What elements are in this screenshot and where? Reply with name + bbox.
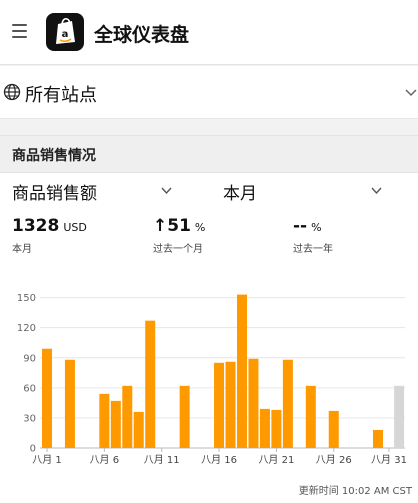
stat-last-month: ↑51% 过去一个月 bbox=[153, 216, 206, 255]
globe-icon bbox=[3, 83, 21, 101]
x-tick-label: 八月 1 bbox=[32, 454, 62, 466]
card-title: 商品销售情况 bbox=[12, 148, 96, 164]
bar bbox=[110, 400, 121, 448]
bar bbox=[373, 429, 383, 448]
period-dropdown-value: 本月 bbox=[223, 184, 257, 204]
chevron-down-icon bbox=[371, 187, 382, 195]
bar bbox=[271, 409, 282, 448]
x-tick-label: 八月 6 bbox=[90, 454, 120, 466]
y-tick-label: 30 bbox=[23, 413, 36, 424]
stat-value: -- bbox=[293, 216, 308, 236]
site-selector-label: 所有站点 bbox=[25, 85, 97, 106]
bar bbox=[179, 385, 190, 448]
y-tick-label: 0 bbox=[30, 444, 36, 455]
stat-caption: 本月 bbox=[12, 244, 32, 255]
card-header: 商品销售情况 bbox=[0, 136, 418, 173]
site-selector[interactable]: 所有站点 bbox=[0, 66, 418, 119]
x-tick-label: 八月 11 bbox=[144, 454, 180, 466]
chevron-down-icon bbox=[405, 89, 417, 97]
stat-caption: 过去一年 bbox=[293, 244, 333, 255]
amazon-shopping-bag-icon: a bbox=[46, 13, 84, 51]
hamburger-menu-icon[interactable] bbox=[12, 24, 30, 38]
bar bbox=[42, 348, 52, 448]
bar bbox=[64, 359, 75, 448]
stat-value: 51 bbox=[167, 216, 191, 236]
bar bbox=[259, 408, 270, 448]
stat-unit: % bbox=[311, 221, 322, 234]
x-tick-label: 八月 21 bbox=[258, 454, 294, 466]
page-title: 全球仪表盘 bbox=[94, 24, 190, 46]
bar bbox=[225, 361, 236, 448]
bar bbox=[328, 410, 339, 448]
app-header: a 全球仪表盘 bbox=[0, 0, 418, 65]
x-tick-label: 八月 26 bbox=[316, 454, 352, 466]
bar bbox=[282, 359, 293, 448]
bar bbox=[122, 385, 133, 448]
last-updated-text: 更新时间 10:02 AM CST bbox=[298, 486, 412, 497]
sales-card: 商品销售情况 商品销售额 本月 1328 USD 本月 ↑51% 过去一个月 --… bbox=[0, 135, 418, 503]
y-tick-label: 90 bbox=[23, 353, 36, 364]
projected-bar bbox=[394, 385, 405, 448]
y-tick-label: 60 bbox=[23, 383, 36, 394]
bar bbox=[236, 294, 247, 448]
stat-value: 1328 bbox=[12, 216, 60, 236]
stat-caption: 过去一个月 bbox=[153, 244, 203, 255]
bar bbox=[145, 320, 156, 448]
metric-dropdown-value: 商品销售额 bbox=[12, 184, 97, 204]
x-tick-label: 八月 31 bbox=[371, 454, 407, 466]
bar bbox=[305, 385, 316, 448]
period-dropdown[interactable]: 本月 bbox=[223, 178, 388, 206]
y-tick-label: 150 bbox=[17, 293, 36, 304]
sales-bar-chart: 0 30 60 90 120 150 八月 1 八月 6 八月 11 八月 16 八月 21 八月 2… bbox=[17, 293, 407, 466]
stat-current-month: 1328 USD 本月 bbox=[12, 216, 87, 255]
bar bbox=[99, 393, 110, 448]
stat-unit: % bbox=[194, 221, 206, 234]
y-tick-label: 120 bbox=[17, 323, 36, 334]
stat-last-year: --% 过去一年 bbox=[293, 216, 333, 255]
metric-dropdown[interactable]: 商品销售额 bbox=[12, 178, 177, 206]
arrow-up-icon: ↑ bbox=[153, 216, 168, 236]
bar bbox=[133, 411, 144, 448]
svg-text:a: a bbox=[62, 29, 69, 40]
bar bbox=[248, 358, 259, 448]
x-tick-label: 八月 16 bbox=[201, 454, 237, 466]
chevron-down-icon bbox=[161, 187, 172, 195]
stat-unit: USD bbox=[63, 221, 87, 234]
bar bbox=[214, 362, 225, 448]
